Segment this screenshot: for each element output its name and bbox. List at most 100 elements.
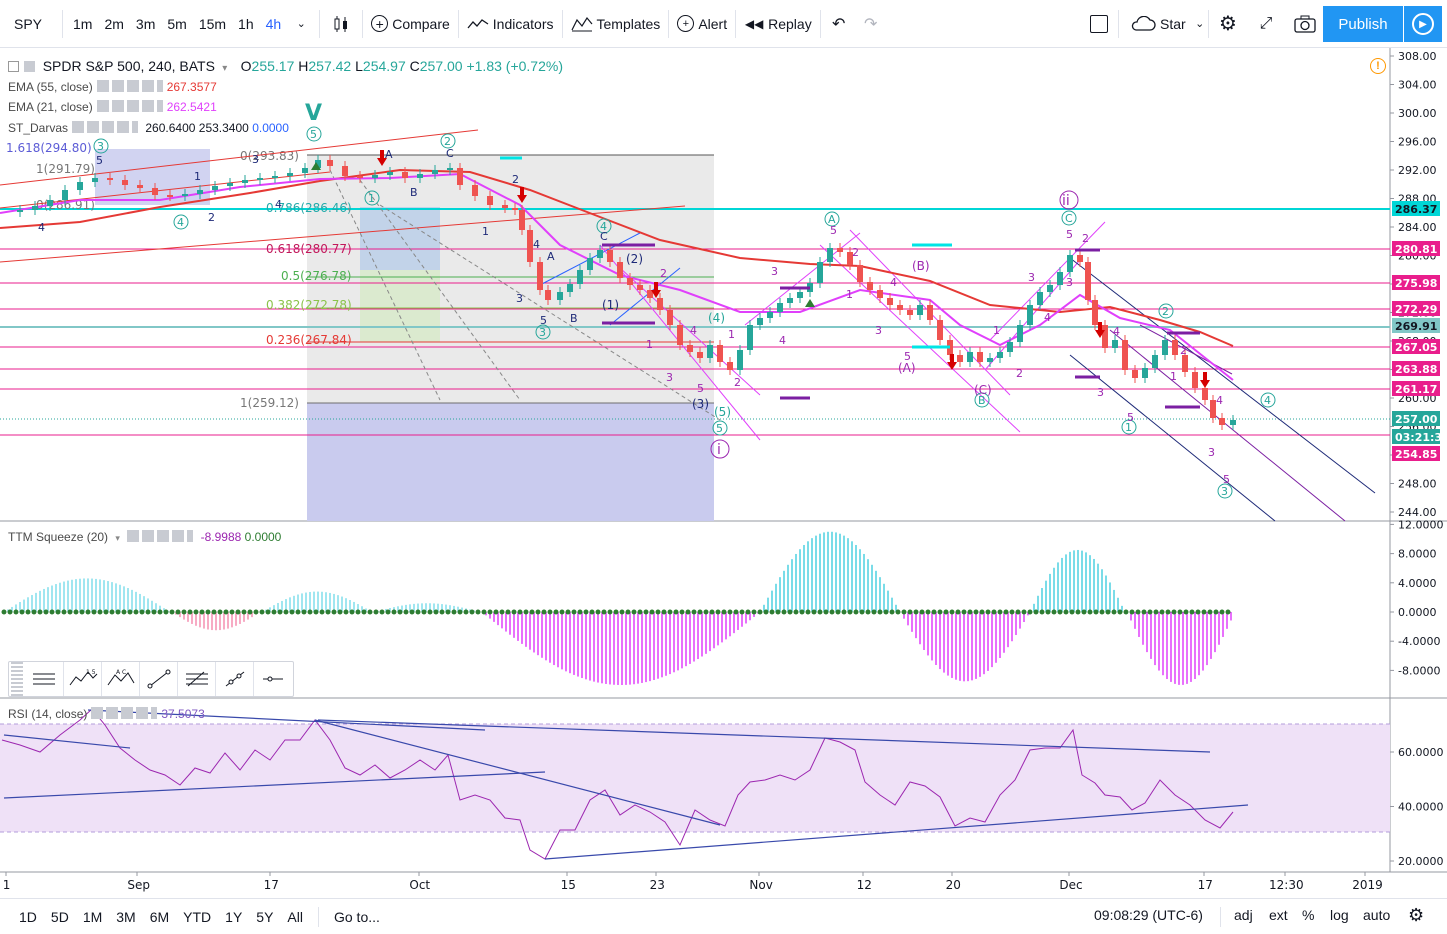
- chart-area[interactable]: 1.618(294.80)1(291.79)0(293.83)0(286.91)…: [0, 48, 1447, 898]
- candle-body: [757, 318, 763, 325]
- tool-elliott-impulse[interactable]: 1 5: [63, 662, 101, 696]
- indicator-buttons[interactable]: [127, 530, 194, 542]
- warning-icon[interactable]: !: [1370, 58, 1386, 74]
- ema21-legend[interactable]: EMA (21, close) 262.5421: [8, 100, 217, 114]
- squeeze-dot: [655, 609, 661, 615]
- tool-fib-retracement[interactable]: [177, 662, 215, 696]
- indicators-label: Indicators: [492, 15, 554, 32]
- trend-line: [619, 267, 761, 396]
- squeeze-dot: [1171, 609, 1177, 615]
- squeeze-dot: [577, 609, 583, 615]
- wave-label: 1: [728, 328, 735, 341]
- compare-label: Compare: [392, 15, 450, 32]
- wave-label: 5: [830, 224, 837, 237]
- range-6m[interactable]: 6M: [149, 908, 170, 925]
- candle-body: [1172, 340, 1178, 355]
- drag-handle[interactable]: [11, 662, 23, 696]
- chart-canvas[interactable]: 1.618(294.80)1(291.79)0(293.83)0(286.91)…: [0, 48, 1447, 898]
- candle-body: [357, 176, 363, 178]
- gear-icon[interactable]: ⚙: [1408, 905, 1425, 925]
- replay-button[interactable]: ◀◀ Replay: [736, 0, 820, 48]
- interval-1m[interactable]: 1m: [73, 15, 93, 32]
- candle-body: [62, 190, 68, 200]
- ideas-stream-button[interactable]: ▶: [1404, 6, 1442, 42]
- squeeze-dot: [49, 609, 55, 615]
- range-5d[interactable]: 5D: [50, 908, 69, 925]
- squeeze-dot: [121, 609, 127, 615]
- interval-15m[interactable]: 15m: [198, 15, 227, 32]
- legend-collapse-icon[interactable]: [8, 61, 19, 72]
- clock[interactable]: 09:08:29 (UTC-6): [1094, 907, 1203, 923]
- squeeze-dot: [673, 609, 679, 615]
- interval-5m[interactable]: 5m: [167, 15, 187, 32]
- darvas-legend[interactable]: ST_Darvas 260.6400 253.3400 0.0000: [8, 121, 289, 135]
- eye-icon[interactable]: [24, 61, 36, 72]
- undo-button[interactable]: ↶: [821, 0, 861, 48]
- wave-4: 4: [600, 220, 607, 233]
- price-tag-label: 267.05: [1395, 341, 1437, 354]
- compare-button[interactable]: + Compare: [363, 0, 458, 48]
- cloud-save-button[interactable]: Star ⌄: [1122, 0, 1222, 48]
- indicator-buttons[interactable]: [96, 80, 163, 92]
- ext-toggle[interactable]: ext: [1269, 907, 1288, 923]
- squeeze-dot: [1183, 609, 1189, 615]
- range-3m[interactable]: 3M: [116, 908, 136, 925]
- tool-parallel-lines[interactable]: [25, 662, 63, 696]
- interval-4h[interactable]: 4h: [265, 15, 282, 32]
- redo-button[interactable]: ↷: [861, 0, 893, 48]
- squeeze-dot: [1027, 609, 1033, 615]
- squeeze-dot: [139, 609, 145, 615]
- fullscreen-button[interactable]: ⤢: [1248, 0, 1288, 48]
- range-1d[interactable]: 1D: [19, 908, 37, 925]
- interval-2m[interactable]: 2m: [104, 15, 124, 32]
- snapshot-button[interactable]: [1286, 0, 1324, 48]
- range-all[interactable]: All: [287, 908, 303, 925]
- chevron-down-icon[interactable]: ▾: [115, 533, 120, 543]
- range-1m[interactable]: 1M: [82, 908, 103, 925]
- rsi-tick-label: 60.0000: [1398, 746, 1444, 759]
- rsi-legend[interactable]: RSI (14, close) 37.5073: [8, 707, 205, 721]
- interval-3m[interactable]: 3m: [135, 15, 156, 32]
- squeeze-dot: [889, 609, 895, 615]
- adj-toggle[interactable]: adj: [1234, 907, 1253, 923]
- templates-button[interactable]: Templates: [563, 0, 669, 48]
- fib-zone-blue: [360, 207, 440, 270]
- range-ytd[interactable]: YTD: [183, 908, 212, 925]
- chevron-down-icon[interactable]: ▾: [222, 63, 228, 74]
- ttm-legend[interactable]: TTM Squeeze (20) ▾ -8.9988 0.0000: [8, 530, 281, 544]
- interval-1h[interactable]: 1h: [238, 15, 254, 32]
- range-1y[interactable]: 1Y: [225, 908, 243, 925]
- percent-toggle[interactable]: %: [1302, 907, 1315, 923]
- indicator-buttons[interactable]: [96, 100, 163, 112]
- squeeze-dot: [133, 609, 139, 615]
- tool-ray[interactable]: [215, 662, 253, 696]
- chart-type-button[interactable]: [320, 0, 362, 48]
- interval-dropdown-button[interactable]: ⌄: [287, 0, 319, 48]
- candle-body: [637, 285, 643, 290]
- tool-trend-line[interactable]: [139, 662, 177, 696]
- squeeze-dot: [1039, 609, 1045, 615]
- squeeze-dot: [859, 609, 865, 615]
- indicator-buttons[interactable]: [72, 121, 139, 133]
- auto-toggle[interactable]: auto: [1363, 907, 1391, 923]
- symbol-search[interactable]: SPY: [0, 0, 62, 48]
- wave-label: 5: [96, 154, 103, 167]
- settings-button[interactable]: ⚙: [1210, 0, 1250, 48]
- wave-i-circle: [710, 439, 730, 459]
- indicators-button[interactable]: Indicators: [459, 0, 562, 48]
- tool-elliott-correction[interactable]: A C: [101, 662, 139, 696]
- squeeze-dot: [397, 609, 403, 615]
- darvas-label: ST_Darvas: [8, 121, 69, 135]
- squeeze-dot: [1051, 609, 1057, 615]
- alert-button[interactable]: + Alert: [669, 0, 735, 48]
- publish-button[interactable]: Publish: [1323, 6, 1403, 42]
- ema55-legend[interactable]: EMA (55, close) 267.3577: [8, 80, 217, 94]
- range-5y[interactable]: 5Y: [256, 908, 274, 925]
- wave-label: 1: [846, 288, 853, 301]
- tool-horizontal-ray[interactable]: [253, 662, 291, 696]
- fullscreen-box-button[interactable]: [1082, 0, 1116, 48]
- log-toggle[interactable]: log: [1330, 907, 1349, 923]
- goto-button[interactable]: Go to...: [333, 908, 380, 925]
- indicator-buttons[interactable]: [91, 707, 158, 719]
- wave-2: 2: [444, 135, 451, 148]
